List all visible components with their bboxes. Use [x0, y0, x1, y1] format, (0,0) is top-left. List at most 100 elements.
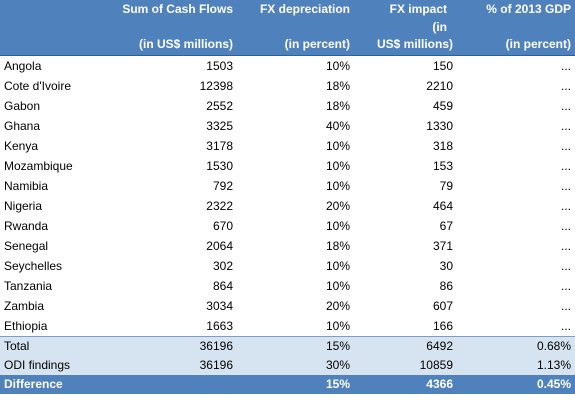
- cash-flows-cell: 1503: [107, 55, 237, 76]
- total-row-label: Total: [0, 336, 107, 356]
- fx-depreciation-cell: 40%: [237, 116, 354, 136]
- cash-flows-cell: 2064: [107, 236, 237, 256]
- country-name: Gabon: [0, 96, 107, 116]
- difference-row: Difference 15% 4366 0.45%: [0, 375, 575, 394]
- fx-depreciation-cell: 10%: [237, 256, 354, 276]
- header-row-1: Sum of Cash Flows FX depreciation FX imp…: [0, 0, 575, 20]
- fx-depreciation-cell: 20%: [237, 296, 354, 316]
- country-name: Angola: [0, 55, 107, 76]
- table-row: Rwanda 670 10% 67...: [0, 216, 575, 236]
- country-name: Kenya: [0, 136, 107, 156]
- header-gdp-2: [457, 20, 575, 36]
- country-name: Seychelles: [0, 256, 107, 276]
- fx-impact-cell: 67: [354, 216, 457, 236]
- cash-flows-cell: 670: [107, 216, 237, 236]
- fx-impact-cell: 150: [354, 55, 457, 76]
- country-name: Mozambique: [0, 156, 107, 176]
- table-row: Ghana 3325 40% 1330...: [0, 116, 575, 136]
- cash-flows-cell: 3325: [107, 116, 237, 136]
- fx-impact-cell: 459: [354, 96, 457, 116]
- fx-depreciation-cell: 18%: [237, 236, 354, 256]
- fx-impact-cell: 30: [354, 256, 457, 276]
- gdp-cell: ...: [457, 316, 575, 337]
- fx-impact-cell: 1330: [354, 116, 457, 136]
- table-row: Zambia 3034 20% 607...: [0, 296, 575, 316]
- table-row: Kenya 3178 10% 318...: [0, 136, 575, 156]
- gdp-cell: ...: [457, 156, 575, 176]
- table-row: Seychelles 302 10% 30...: [0, 256, 575, 276]
- odi-findings-row: ODI findings 36196 30% 10859 1.13%: [0, 356, 575, 375]
- fx-depreciation-cell: 10%: [237, 216, 354, 236]
- gdp-cell: ...: [457, 216, 575, 236]
- total-row-fx-depreciation: 15%: [237, 336, 354, 356]
- total-row-gdp: 0.68%: [457, 336, 575, 356]
- header-row-3: (in US$ millions) (in percent) US$ milli…: [0, 36, 575, 56]
- fx-impact-cell: 166: [354, 316, 457, 337]
- header-cash-flows: Sum of Cash Flows: [107, 0, 237, 20]
- header-gdp-unit: (in percent): [457, 36, 575, 56]
- fx-impact-cell: 86: [354, 276, 457, 296]
- table-row: Angola 1503 10% 150...: [0, 55, 575, 76]
- fx-impact-cell: 371: [354, 236, 457, 256]
- odi-findings-row-cash-flows: 36196: [107, 356, 237, 375]
- country-name: Zambia: [0, 296, 107, 316]
- table-row: Cote d'Ivoire 12398 18% 2210...: [0, 76, 575, 96]
- table-row: Gabon 2552 18% 459...: [0, 96, 575, 116]
- total-row: Total 36196 15% 6492 0.68%: [0, 336, 575, 356]
- header-cash-flows-2: [107, 20, 237, 36]
- header-corner-3: [0, 36, 107, 56]
- total-row-cash-flows: 36196: [107, 336, 237, 356]
- table-row: Mozambique 1530 10% 153...: [0, 156, 575, 176]
- cash-flows-cell: 3178: [107, 136, 237, 156]
- fx-impact-cell: 153: [354, 156, 457, 176]
- fx-depreciation-cell: 10%: [237, 156, 354, 176]
- fx-depreciation-cell: 10%: [237, 55, 354, 76]
- header-fx-depreciation-unit: (in percent): [237, 36, 354, 56]
- table-row: Ethiopia 1663 10% 166...: [0, 316, 575, 337]
- table-row: Nigeria 2322 20% 464...: [0, 196, 575, 216]
- header-fx-depreciation: FX depreciation: [237, 0, 354, 20]
- gdp-cell: ...: [457, 96, 575, 116]
- fx-depreciation-cell: 10%: [237, 176, 354, 196]
- fx-impact-cell: 2210: [354, 76, 457, 96]
- total-row-fx-impact: 6492: [354, 336, 457, 356]
- fx-impact-cell: 607: [354, 296, 457, 316]
- odi-findings-row-fx-impact: 10859: [354, 356, 457, 375]
- country-name: Ethiopia: [0, 316, 107, 337]
- odi-findings-row-gdp: 1.13%: [457, 356, 575, 375]
- header-corner: [0, 0, 107, 20]
- header-fx-depreciation-2: [237, 20, 354, 36]
- country-name: Ghana: [0, 116, 107, 136]
- header-row-2: (in: [0, 20, 575, 36]
- country-name: Namibia: [0, 176, 107, 196]
- table-row: Namibia 792 10% 79...: [0, 176, 575, 196]
- fx-impact-cell: 318: [354, 136, 457, 156]
- fx-depreciation-cell: 18%: [237, 76, 354, 96]
- cash-flows-cell: 864: [107, 276, 237, 296]
- fx-depreciation-cell: 10%: [237, 276, 354, 296]
- table-row: Senegal 2064 18% 371...: [0, 236, 575, 256]
- fx-depreciation-cell: 10%: [237, 136, 354, 156]
- difference-row-cash-flows: [107, 375, 237, 394]
- gdp-cell: ...: [457, 196, 575, 216]
- difference-row-fx-impact: 4366: [354, 375, 457, 394]
- odi-findings-row-label: ODI findings: [0, 356, 107, 375]
- difference-row-gdp: 0.45%: [457, 375, 575, 394]
- gdp-cell: ...: [457, 276, 575, 296]
- header-fx-impact: FX impact: [354, 0, 457, 20]
- header-fx-impact-2: (in: [354, 20, 457, 36]
- gdp-cell: ...: [457, 136, 575, 156]
- cash-flows-cell: 3034: [107, 296, 237, 316]
- cash-flows-cell: 2322: [107, 196, 237, 216]
- cash-flows-cell: 2552: [107, 96, 237, 116]
- fx-depreciation-cell: 20%: [237, 196, 354, 216]
- gdp-cell: ...: [457, 256, 575, 276]
- country-name: Nigeria: [0, 196, 107, 216]
- difference-row-fx-depreciation: 15%: [237, 375, 354, 394]
- table-row: Tanzania 864 10% 86...: [0, 276, 575, 296]
- gdp-cell: ...: [457, 116, 575, 136]
- fx-impact-cell: 79: [354, 176, 457, 196]
- gdp-cell: ...: [457, 176, 575, 196]
- odi-findings-row-fx-depreciation: 30%: [237, 356, 354, 375]
- gdp-cell: ...: [457, 76, 575, 96]
